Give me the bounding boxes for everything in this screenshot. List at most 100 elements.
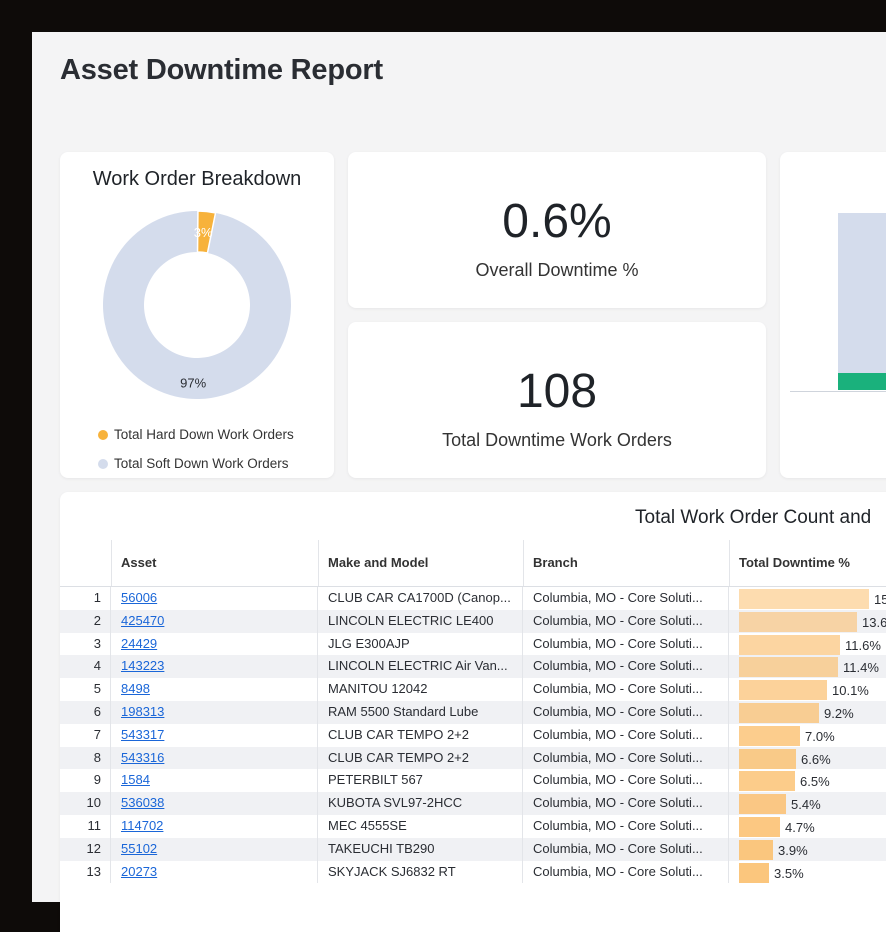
column-header-make-and-model[interactable]: Make and Model bbox=[318, 540, 523, 586]
table-row[interactable]: 13 20273 SKYJACK SJ6832 RT Columbia, MO - C… bbox=[60, 860, 886, 884]
asset-cell: 536038 bbox=[111, 792, 318, 815]
work-order-breakdown-card: Work Order Breakdown 3% 97% Total Hard D… bbox=[60, 152, 334, 478]
total-downtime-work-orders-card: 108 Total Downtime Work Orders bbox=[348, 322, 766, 478]
downtime-bar bbox=[739, 657, 838, 678]
downtime-cell: 13.6 bbox=[729, 610, 886, 633]
asset-cell: 24429 bbox=[111, 632, 318, 656]
page-title: Asset Downtime Report bbox=[60, 54, 383, 86]
asset-link[interactable]: 114702 bbox=[121, 817, 164, 833]
row-number: 2 bbox=[60, 609, 111, 633]
asset-cell: 425470 bbox=[111, 609, 318, 633]
asset-link[interactable]: 425470 bbox=[121, 612, 165, 628]
table-row[interactable]: 2 425470 LINCOLN ELECTRIC LE400 Columbia, M… bbox=[60, 609, 886, 633]
downtime-cell: 10.1% bbox=[729, 678, 886, 701]
downtime-bar bbox=[739, 589, 869, 609]
downtime-cell: 6.5% bbox=[729, 769, 886, 792]
branch-cell: Columbia, MO - Core Soluti... bbox=[523, 587, 729, 610]
asset-link[interactable]: 55102 bbox=[121, 840, 158, 856]
make-model-cell: JLG E300AJP bbox=[318, 632, 523, 656]
branch-cell: Columbia, MO - Core Soluti... bbox=[523, 723, 729, 747]
branch-cell: Columbia, MO - Core Soluti... bbox=[523, 632, 729, 656]
downtime-label: 11.4% bbox=[843, 660, 879, 676]
downtime-cell: 4.7% bbox=[729, 815, 886, 838]
asset-link[interactable]: 8498 bbox=[121, 681, 150, 697]
downtime-bar bbox=[739, 794, 786, 815]
make-model-cell: TAKEUCHI TB290 bbox=[318, 837, 523, 861]
make-model-cell: SKYJACK SJ6832 RT bbox=[318, 860, 523, 884]
overall-downtime-card: 0.6% Overall Downtime % bbox=[348, 152, 766, 308]
downtime-label: 7.0% bbox=[805, 728, 835, 744]
branch-cell: Columbia, MO - Core Soluti... bbox=[523, 700, 729, 724]
asset-link[interactable]: 536038 bbox=[121, 795, 165, 811]
donut-legend: Total Hard Down Work Orders Total Soft D… bbox=[98, 420, 294, 478]
downtime-bar bbox=[739, 680, 827, 701]
work-order-table-card: Total Work Order Count and Asset Make an… bbox=[60, 492, 886, 932]
kpi-value: 108 bbox=[516, 365, 598, 418]
asset-cell: 543316 bbox=[111, 746, 318, 770]
donut-chart: 3% 97% bbox=[102, 210, 291, 399]
legend-label: Total Hard Down Work Orders bbox=[114, 427, 294, 442]
make-model-cell: MANITOU 12042 bbox=[318, 678, 523, 701]
asset-link[interactable]: 198313 bbox=[121, 703, 165, 719]
legend-item-hard-down[interactable]: Total Hard Down Work Orders bbox=[98, 420, 294, 449]
asset-link[interactable]: 24429 bbox=[121, 635, 158, 651]
downtime-label: 4.7% bbox=[785, 819, 815, 835]
donut-title: Work Order Breakdown bbox=[92, 168, 302, 190]
table-row[interactable]: 12 55102 TAKEUCHI TB290 Columbia, MO - Core… bbox=[60, 837, 886, 861]
downtime-label: 6.5% bbox=[800, 774, 830, 790]
row-number: 8 bbox=[60, 746, 111, 770]
downtime-bar bbox=[739, 862, 769, 883]
table-row[interactable]: 10 536038 KUBOTA SVL97-2HCC Columbia, MO - … bbox=[60, 792, 886, 815]
asset-link[interactable]: 20273 bbox=[121, 863, 158, 879]
downtime-bar bbox=[739, 702, 819, 723]
table-row[interactable]: 7 543317 CLUB CAR TEMPO 2+2 Columbia, MO - … bbox=[60, 723, 886, 747]
make-model-cell: CLUB CAR CA1700D (Canop... bbox=[318, 587, 523, 610]
table-title: Total Work Order Count and bbox=[635, 507, 872, 528]
kpi-label: Overall Downtime % bbox=[475, 260, 639, 280]
column-header-asset[interactable]: Asset bbox=[111, 540, 318, 586]
legend-item-soft-down[interactable]: Total Soft Down Work Orders bbox=[98, 449, 294, 478]
table-row[interactable]: 1 56006 CLUB CAR CA1700D (Canop... Columbia… bbox=[60, 587, 886, 610]
column-header-branch[interactable]: Branch bbox=[523, 540, 729, 586]
asset-link[interactable]: 56006 bbox=[121, 590, 158, 605]
asset-link[interactable]: 1584 bbox=[121, 772, 150, 788]
asset-link[interactable]: 543316 bbox=[121, 749, 165, 765]
downtime-cell: 11.6% bbox=[729, 633, 886, 656]
donut-slice-hard-down[interactable] bbox=[196, 210, 217, 254]
donut-slice-soft-down[interactable] bbox=[102, 211, 291, 399]
asset-link[interactable]: 143223 bbox=[121, 658, 165, 674]
table-row[interactable]: 3 24429 JLG E300AJP Columbia, MO - Core Sol… bbox=[60, 632, 886, 656]
downtime-label: 13.6 bbox=[862, 614, 886, 630]
asset-cell: 8498 bbox=[111, 678, 318, 701]
asset-link[interactable]: 543317 bbox=[121, 726, 165, 742]
make-model-cell: PETERBILT 567 bbox=[318, 769, 523, 793]
bar-segment-hard-down[interactable] bbox=[838, 373, 886, 390]
downtime-cell: 9.2% bbox=[729, 701, 886, 724]
bar-segment-soft-down[interactable] bbox=[838, 213, 886, 373]
donut-label-hard-down: 3% bbox=[194, 225, 213, 240]
make-model-cell: RAM 5500 Standard Lube bbox=[318, 700, 523, 724]
make-model-cell: KUBOTA SVL97-2HCC bbox=[318, 792, 523, 815]
legend-label: Total Soft Down Work Orders bbox=[114, 456, 289, 471]
table-row[interactable]: 5 8498 MANITOU 12042 Columbia, MO - Core So… bbox=[60, 678, 886, 701]
row-number: 11 bbox=[60, 814, 111, 838]
downtime-bar bbox=[739, 771, 795, 792]
asset-cell: 20273 bbox=[111, 860, 318, 884]
report-page: Asset Downtime Report Work Order Breakdo… bbox=[32, 32, 886, 932]
asset-cell: 198313 bbox=[111, 700, 318, 724]
table-row[interactable]: 11 114702 MEC 4555SE Columbia, MO - Core So… bbox=[60, 814, 886, 838]
table-row[interactable]: 9 1584 PETERBILT 567 Columbia, MO - Core So… bbox=[60, 769, 886, 793]
table-row[interactable]: 4 143223 LINCOLN ELECTRIC Air Van... Columb… bbox=[60, 655, 886, 679]
downtime-label: 3.5% bbox=[774, 865, 804, 881]
downtime-cell: 3.9% bbox=[729, 838, 886, 861]
row-number: 4 bbox=[60, 655, 111, 679]
downtime-label: 6.6% bbox=[801, 751, 831, 767]
asset-cell: 56006 bbox=[111, 587, 318, 610]
legend-dot-icon bbox=[98, 429, 108, 440]
table-row[interactable]: 8 543316 CLUB CAR TEMPO 2+2 Columbia, MO - … bbox=[60, 746, 886, 770]
branch-cell: Columbia, MO - Core Soluti... bbox=[523, 837, 729, 861]
column-header-total-downtime[interactable]: Total Downtime % bbox=[729, 540, 886, 586]
table-row[interactable]: 6 198313 RAM 5500 Standard Lube Columbia, M… bbox=[60, 700, 886, 724]
downtime-cell: 11.4% bbox=[729, 655, 886, 678]
downtime-cell: 7.0% bbox=[729, 724, 886, 747]
